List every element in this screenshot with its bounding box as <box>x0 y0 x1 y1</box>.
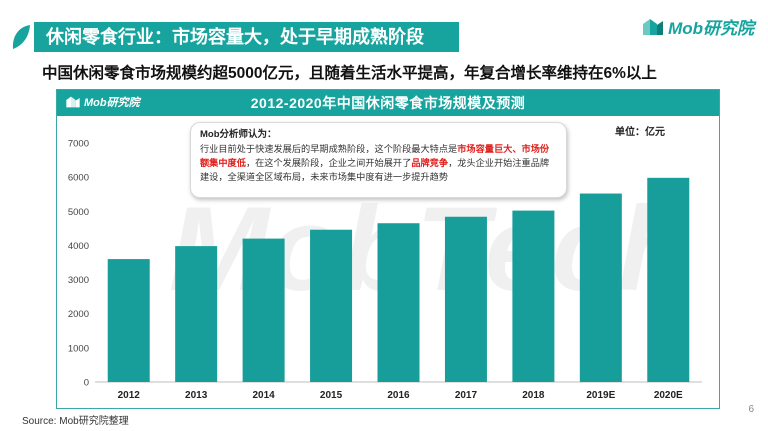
bar-2015 <box>310 229 353 382</box>
x-tick-label: 2012 <box>118 390 141 401</box>
unit-label: 单位：亿元 <box>615 127 665 138</box>
x-tick-label: 2019E <box>586 390 615 401</box>
mob-small-logo-icon <box>66 96 80 108</box>
bar-2017 <box>444 216 487 382</box>
bar-2018 <box>512 210 555 382</box>
bar-2020E <box>647 177 690 382</box>
analyst-note-highlight-1: 市场容量巨大、市场份额集中度低 <box>200 144 550 168</box>
y-tick-label: 3000 <box>68 275 89 286</box>
chart-brand-name: Mob研究院 <box>84 97 140 109</box>
x-tick-label: 2015 <box>320 390 343 401</box>
bar-2016 <box>377 223 420 382</box>
x-tick-label: 2014 <box>252 390 275 401</box>
mob-logo-icon <box>643 18 664 35</box>
chart-brand-logo: Mob研究院 <box>65 94 140 110</box>
y-tick-label: 6000 <box>68 173 89 184</box>
page-number: 6 <box>748 404 754 415</box>
analyst-note-highlight-2: 品牌竞争 <box>411 158 449 168</box>
leaf-mark-icon <box>12 25 30 49</box>
x-tick-label: 2018 <box>522 390 545 401</box>
analyst-note-text-2: ，在这个发展阶段，企业之间开始展开了 <box>245 158 412 168</box>
y-tick-label: 4000 <box>68 241 89 252</box>
analyst-note-text-3: ，龙头企业开始注重品牌建设，全渠道全区域布局，未来市场集中度有进一步提升趋势 <box>200 158 550 182</box>
subtitle: 中国休闲零食市场规模约超5000亿元，且随着生活水平提高，年复合增长率维持在6%… <box>42 65 657 82</box>
x-tick-label: 2020E <box>654 390 683 401</box>
y-tick-label: 7000 <box>68 139 89 150</box>
y-tick-label: 2000 <box>68 309 89 320</box>
bar-2014 <box>242 238 285 382</box>
bar-2013 <box>175 246 218 382</box>
x-tick-label: 2016 <box>387 390 410 401</box>
source-note: Source: Mob研究院整理 <box>22 416 129 427</box>
chart-title: 2012-2020年中国休闲零食市场规模及预测 <box>250 95 526 111</box>
y-tick-label: 5000 <box>68 207 89 218</box>
analyst-note-body: 行业目前处于快速发展后的早期成熟阶段，这个阶段最大特点是市场容量巨大、市场份额集… <box>200 142 557 184</box>
bar-2019E <box>579 193 622 382</box>
page-title: 休闲零食行业：市场容量大，处于早期成熟阶段 <box>34 22 459 52</box>
bar-2012 <box>107 259 150 382</box>
analyst-note-box: Mob分析师认为： 行业目前处于快速发展后的早期成熟阶段，这个阶段最大特点是市场… <box>190 122 567 198</box>
x-tick-label: 2013 <box>185 390 208 401</box>
brand-name: Mob研究院 <box>668 19 754 38</box>
y-tick-label: 0 <box>84 378 89 389</box>
x-tick-label: 2017 <box>455 390 478 401</box>
analyst-note-text-1: 行业目前处于快速发展后的早期成熟阶段，这个阶段最大特点是 <box>200 144 458 154</box>
brand-logo: Mob研究院 <box>641 14 754 39</box>
chart-header-bar: Mob研究院 2012-2020年中国休闲零食市场规模及预测 <box>57 90 719 116</box>
analyst-note-title: Mob分析师认为： <box>200 129 277 140</box>
y-tick-label: 1000 <box>68 343 89 354</box>
